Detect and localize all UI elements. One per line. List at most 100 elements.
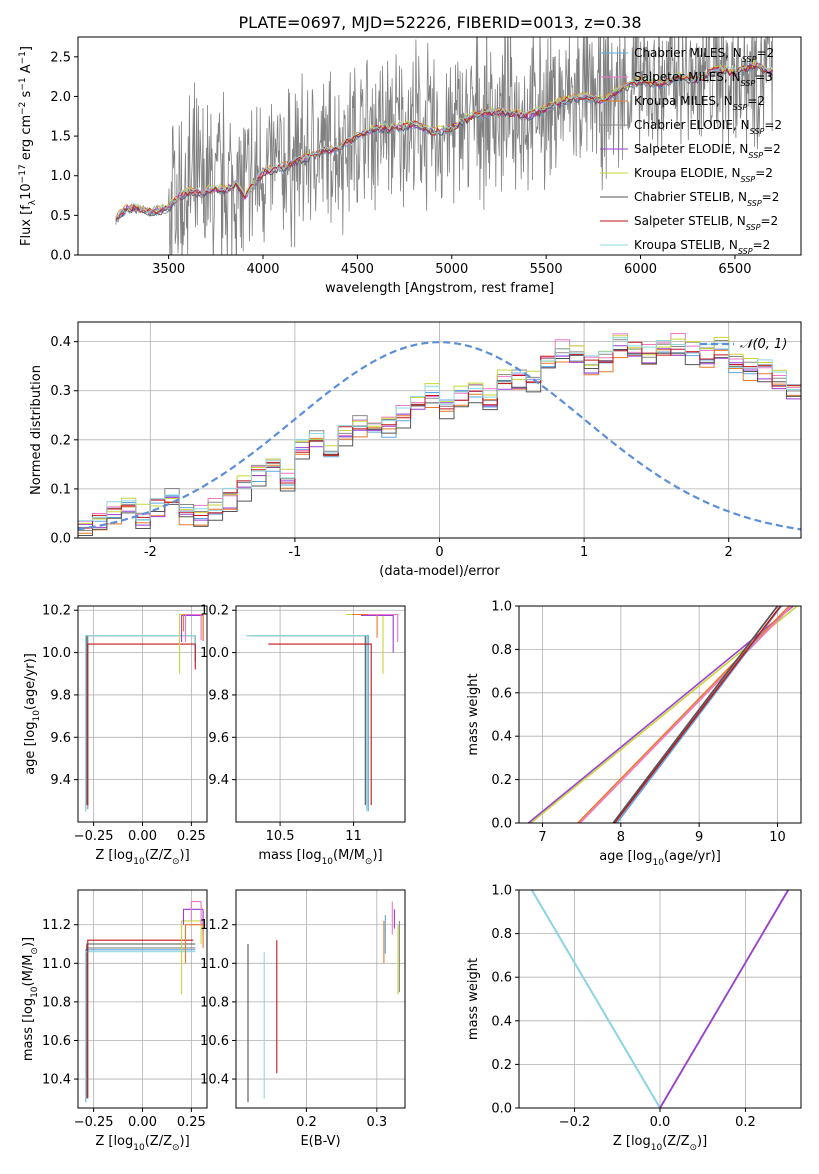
label-part: SSP [747,199,762,208]
age-vs-mass-frame [235,605,406,823]
label-part: ] [19,46,34,51]
y-axis-label: mass weight [466,958,481,1040]
label-part: =2 [763,142,781,156]
legend-entry: Kroupa MILES, NSSP=2 [634,94,765,112]
y-tick-label: 9.8 [50,688,71,703]
massweight-vs-age-frame [518,605,802,824]
label-part: SSP [750,127,765,136]
figure-title: PLATE=0697, MJD=52226, FIBERID=0013, z=0… [238,13,641,32]
label-part: )] [180,848,190,863]
x-tick-label: 0.3 [366,1115,387,1130]
label-part: s [19,90,34,101]
x-tick-label: −0.2 [559,1115,591,1130]
x-tick-label: −0.25 [74,829,114,844]
mass-vs-EBV-plot [232,889,406,1112]
y-tick-label: 10.8 [200,995,229,1010]
label-part: SSP [733,103,748,112]
label-part: age [ [23,741,38,774]
y-tick-label: 0.5 [50,209,71,224]
x-tick-label: 7 [538,830,546,845]
y-axis-label: Normed distribution [29,365,44,495]
label-part: =2 [753,238,771,252]
cumul-mass-z-salpeter-stelib [87,939,194,1099]
x-tick-label: 11 [345,829,362,844]
label-part: Chabrier STELIB, N [634,190,747,204]
x-tick-label: -2 [144,545,157,560]
label-part: ⊙ [172,1143,180,1153]
cumul-age-z-kroupa-stelib [85,635,196,812]
label-part: Salpeter ELODIE, N [634,142,748,156]
weight-age-line-chabrier-miles [616,606,783,823]
label-part: Salpeter MILES, N [634,70,741,84]
cumul-age-mass-chabrier-elodie [247,635,368,810]
label-part: Chabrier ELODIE, N [634,118,750,132]
hist-step-kroupa-miles [78,349,801,534]
label-part: Kroupa MILES, N [634,94,733,108]
spectrum-xlabel: wavelength [Angstrom, rest frame] [325,281,554,296]
label-part: Kroupa ELODIE, N [634,166,741,180]
y-tick-label: 10.8 [42,995,71,1010]
label-part: ⊙ [365,857,373,867]
y-tick-label: 0.0 [50,249,71,264]
x-tick-label: 0.00 [128,1115,157,1130]
label-part: Z [ [95,848,113,863]
cumul-mass-z-kroupa-miles [184,924,204,964]
label-part: SSP [746,223,761,232]
label-part: (M/M [21,955,36,987]
label-part: log [113,1134,133,1149]
cumul-age-z-salpeter-stelib [87,643,196,806]
y-tick-label: 10.2 [200,604,229,619]
x-tick-label: 6000 [624,262,657,277]
legend-entry: Chabrier ELODIE, NSSP=2 [634,118,782,136]
age-vs-mass-xlabel: mass [log10(M/M⊙)] [258,848,382,867]
residuals-marks [78,333,801,536]
cumul-age-mass-kroupa-miles [352,613,378,638]
y-axis-label: mass [log10(M/M⊙)] [21,937,40,1061]
label-part: SSP [742,55,757,64]
mass-vs-EBV-frame [235,889,406,1109]
label-part: age [ [599,849,632,864]
y-tick-label: 0.2 [491,773,512,788]
spectrum-frame [77,36,802,256]
label-part: ⊙ [30,947,40,955]
x-tick-label: 9 [695,830,703,845]
model-line-kroupa-stelib [115,59,773,218]
y-axis-label: age [log10(age/yr)] [23,653,42,775]
cumul-mass-z-salpeter-elodie [182,908,204,925]
x-tick-label: 0.2 [735,1115,756,1130]
label-part: 10 [133,857,145,867]
label-part: =3 [755,70,773,84]
y-tick-label: 0.4 [491,730,512,745]
x-tick-label: 0.0 [650,1115,671,1130]
cumul-age-mass-salpeter-miles [368,613,399,642]
legend-entry: Chabrier MILES, NSSP=2 [634,46,774,64]
weight-z-line-salpeter-elodie [659,890,789,1108]
label-part: 10 [32,710,42,722]
data-spectrum-line [115,37,773,255]
y-tick-label: 10.6 [200,1034,229,1049]
y-tick-label: 0.0 [491,1102,512,1117]
legend-entry: Kroupa ELODIE, NSSP=2 [634,166,773,184]
label-part: SSP [741,175,756,184]
cumul-age-mass-salpeter-elodie [360,614,394,653]
mass-vs-Z-plot [74,889,208,1112]
label-part: =2 [764,118,782,132]
age-vs-mass-plot [232,605,406,826]
x-tick-label: 4000 [246,262,279,277]
y-axis-label: mass weight [466,673,481,755]
label-part: Z [ [95,1134,113,1149]
legend-entry: Kroupa STELIB, NSSP=2 [634,238,770,256]
y-tick-label: 10.2 [42,604,71,619]
hist-step-chabrier-miles [78,348,801,528]
age-vs-Z-xlabel: Z [log10(Z/Z⊙)] [95,848,189,867]
weight-age-line-salpeter-stelib [613,606,782,823]
label-part: Kroupa STELIB, N [634,238,738,252]
label-part: SSP [748,151,763,160]
cumul-mass-z-kroupa-stelib [85,951,196,1099]
y-tick-label: 11.2 [42,918,71,933]
label-part: −1 [18,77,28,90]
label-part: )] [21,937,36,947]
label-part: ⊙ [689,1143,697,1153]
